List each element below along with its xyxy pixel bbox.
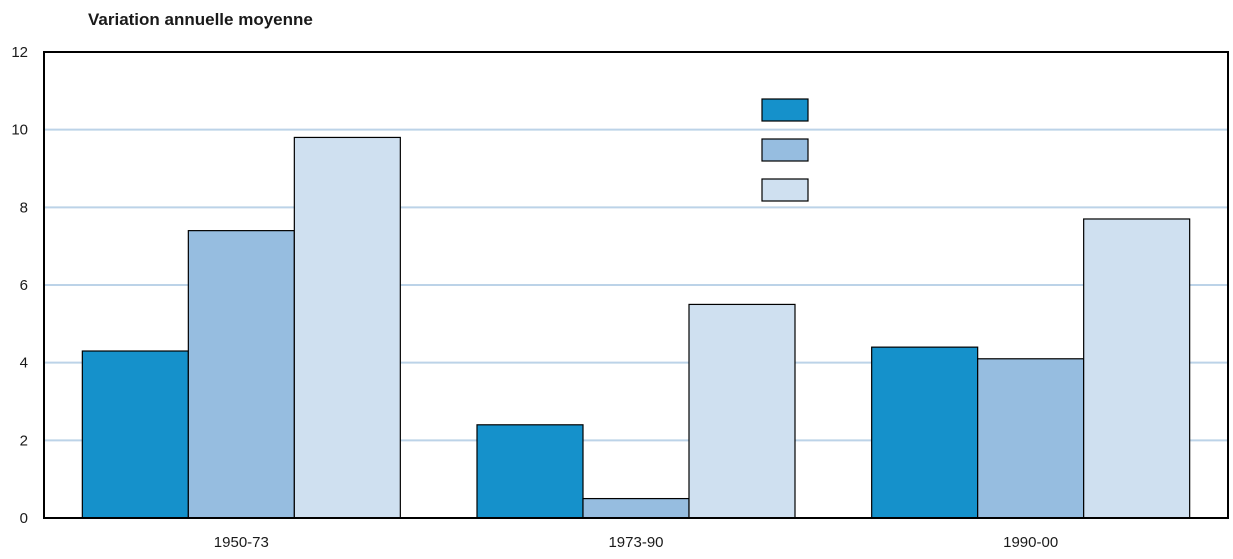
bar bbox=[476, 424, 584, 519]
bar bbox=[688, 303, 796, 519]
legend-swatch bbox=[761, 98, 809, 122]
legend bbox=[761, 98, 809, 202]
bar bbox=[871, 346, 979, 519]
bar bbox=[293, 136, 401, 519]
bar bbox=[81, 350, 189, 519]
bars bbox=[81, 136, 1191, 519]
bar bbox=[187, 230, 295, 519]
x-axis-ticks: 1950-73 1973-90 1990-00 bbox=[214, 534, 1058, 551]
bar bbox=[977, 358, 1085, 519]
y-axis-ticks: 0 2 4 6 8 10 12 bbox=[11, 44, 28, 527]
x-tick-label: 1990-00 bbox=[1003, 534, 1058, 551]
legend-swatch bbox=[761, 178, 809, 202]
legend-swatch bbox=[761, 138, 809, 162]
y-tick-label: 12 bbox=[11, 44, 28, 61]
y-tick-label: 8 bbox=[20, 199, 28, 216]
y-tick-label: 2 bbox=[20, 432, 28, 449]
chart-title: Variation annuelle moyenne bbox=[88, 10, 313, 29]
x-tick-label: 1973-90 bbox=[608, 534, 663, 551]
y-tick-label: 0 bbox=[20, 510, 28, 527]
y-tick-label: 6 bbox=[20, 277, 28, 294]
x-tick-label: 1950-73 bbox=[214, 534, 269, 551]
y-tick-label: 10 bbox=[11, 122, 28, 139]
bar bbox=[582, 497, 690, 519]
bar bbox=[1083, 218, 1191, 519]
plot-frame bbox=[43, 51, 1229, 519]
y-tick-label: 4 bbox=[20, 355, 28, 372]
